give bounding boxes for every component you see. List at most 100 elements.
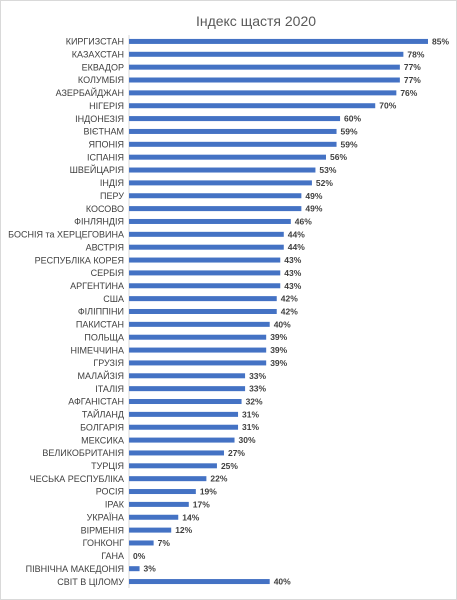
category-label: ГРУЗІЯ bbox=[93, 358, 124, 368]
bar bbox=[129, 257, 281, 263]
bar bbox=[129, 64, 400, 70]
category-label: ІСПАНІЯ bbox=[87, 152, 124, 162]
value-label: 40% bbox=[274, 577, 291, 587]
category-label: ПІВНІЧНА МАКЕДОНІЯ bbox=[26, 564, 124, 574]
value-label: 3% bbox=[144, 564, 157, 574]
value-label: 39% bbox=[270, 345, 287, 355]
category-label: МАЛАЙЗІЯ bbox=[77, 370, 124, 381]
bar bbox=[129, 103, 376, 109]
category-label: ЯПОНІЯ bbox=[89, 140, 124, 150]
bar bbox=[129, 180, 312, 186]
value-label: 78% bbox=[407, 49, 424, 59]
bar bbox=[129, 141, 337, 147]
bar bbox=[129, 154, 326, 160]
category-label: БОСНІЯ та ХЕРЦЕГОВИНА bbox=[8, 230, 124, 240]
category-label: КАЗАХСТАН bbox=[72, 49, 124, 59]
category-label: КОЛУМБІЯ bbox=[78, 75, 124, 85]
category-label: ІНДІЯ bbox=[100, 178, 124, 188]
bar bbox=[129, 386, 246, 392]
bar bbox=[129, 218, 291, 224]
value-label: 42% bbox=[281, 294, 298, 304]
bar bbox=[129, 77, 400, 83]
category-label: ЧЕСЬКА РЕСПУБЛІКА bbox=[30, 474, 124, 484]
value-label: 19% bbox=[200, 487, 217, 497]
category-label: АФГАНІСТАН bbox=[68, 397, 124, 407]
value-label: 40% bbox=[274, 319, 291, 329]
value-label: 77% bbox=[404, 62, 421, 72]
category-label: ВЕЛИКОБРИТАНІЯ bbox=[42, 448, 124, 458]
bar bbox=[129, 283, 281, 289]
value-label: 42% bbox=[281, 306, 298, 316]
bar bbox=[129, 527, 172, 533]
value-label: 43% bbox=[284, 255, 301, 265]
value-label: 59% bbox=[341, 139, 358, 149]
value-label: 70% bbox=[379, 101, 396, 111]
category-label: ВІЄТНАМ bbox=[84, 127, 124, 137]
bar bbox=[129, 540, 154, 546]
bar bbox=[129, 476, 207, 482]
category-label: ТУРЦІЯ bbox=[91, 461, 124, 471]
bar bbox=[129, 424, 239, 430]
category-label: ЕКВАДОР bbox=[82, 62, 124, 72]
category-label: ІНДОНЕЗІЯ bbox=[75, 114, 124, 124]
category-label: НІГЕРІЯ bbox=[89, 101, 124, 111]
bar bbox=[129, 231, 284, 237]
bar bbox=[129, 270, 281, 276]
category-label: ТАЙЛАНД bbox=[82, 409, 124, 420]
bar bbox=[129, 489, 196, 495]
bar bbox=[129, 579, 270, 585]
value-label: 60% bbox=[344, 114, 361, 124]
category-label: СЕРБІЯ bbox=[91, 268, 124, 278]
category-label: ІРАК bbox=[105, 500, 125, 510]
bar bbox=[129, 334, 267, 340]
bar bbox=[129, 463, 217, 469]
category-label: ПАКИСТАН bbox=[76, 320, 124, 330]
bar bbox=[129, 566, 140, 572]
bar bbox=[129, 347, 267, 353]
value-label: 31% bbox=[242, 422, 259, 432]
bar bbox=[129, 128, 337, 134]
category-label: РЕСПУБЛІКА КОРЕЯ bbox=[35, 255, 124, 265]
category-label: СВІТ В ЦІЛОМУ bbox=[57, 577, 124, 587]
value-label: 33% bbox=[249, 384, 266, 394]
bar bbox=[129, 38, 428, 44]
category-label: ГОНКОНГ bbox=[83, 538, 125, 548]
value-label: 30% bbox=[239, 435, 256, 445]
value-label: 52% bbox=[316, 178, 333, 188]
value-label: 25% bbox=[221, 461, 238, 471]
category-label: АВСТРІЯ bbox=[86, 242, 124, 252]
value-label: 0% bbox=[133, 551, 146, 561]
category-label: ГАНА bbox=[101, 551, 124, 561]
category-label: ПОЛЬЩА bbox=[84, 332, 124, 342]
bar bbox=[129, 90, 397, 96]
value-label: 32% bbox=[246, 397, 263, 407]
value-label: 44% bbox=[288, 242, 305, 252]
value-label: 77% bbox=[404, 75, 421, 85]
bar bbox=[129, 437, 235, 443]
category-label: ШВЕЙЦАРІЯ bbox=[70, 164, 124, 175]
value-label: 53% bbox=[319, 165, 336, 175]
bar bbox=[129, 296, 277, 302]
category-label: ФІНЛЯНДІЯ bbox=[74, 217, 124, 227]
bar bbox=[129, 501, 189, 507]
value-label: 17% bbox=[193, 499, 210, 509]
category-label: КИРГИЗСТАН bbox=[66, 37, 124, 47]
category-label: АРГЕНТИНА bbox=[70, 281, 124, 291]
value-label: 14% bbox=[182, 512, 199, 522]
category-label: ВІРМЕНІЯ bbox=[81, 525, 124, 535]
value-label: 46% bbox=[295, 216, 312, 226]
bar bbox=[129, 193, 302, 199]
category-label: КОСОВО bbox=[86, 204, 124, 214]
bar bbox=[129, 399, 242, 405]
bar bbox=[129, 321, 270, 327]
category-label: ПЕРУ bbox=[100, 191, 124, 201]
category-label: ФІЛІППІНИ bbox=[78, 307, 124, 317]
category-label: БОЛГАРІЯ bbox=[80, 422, 124, 432]
value-label: 7% bbox=[158, 538, 171, 548]
bar bbox=[129, 167, 316, 173]
value-label: 85% bbox=[432, 36, 449, 46]
value-label: 39% bbox=[270, 332, 287, 342]
bar bbox=[129, 244, 284, 250]
